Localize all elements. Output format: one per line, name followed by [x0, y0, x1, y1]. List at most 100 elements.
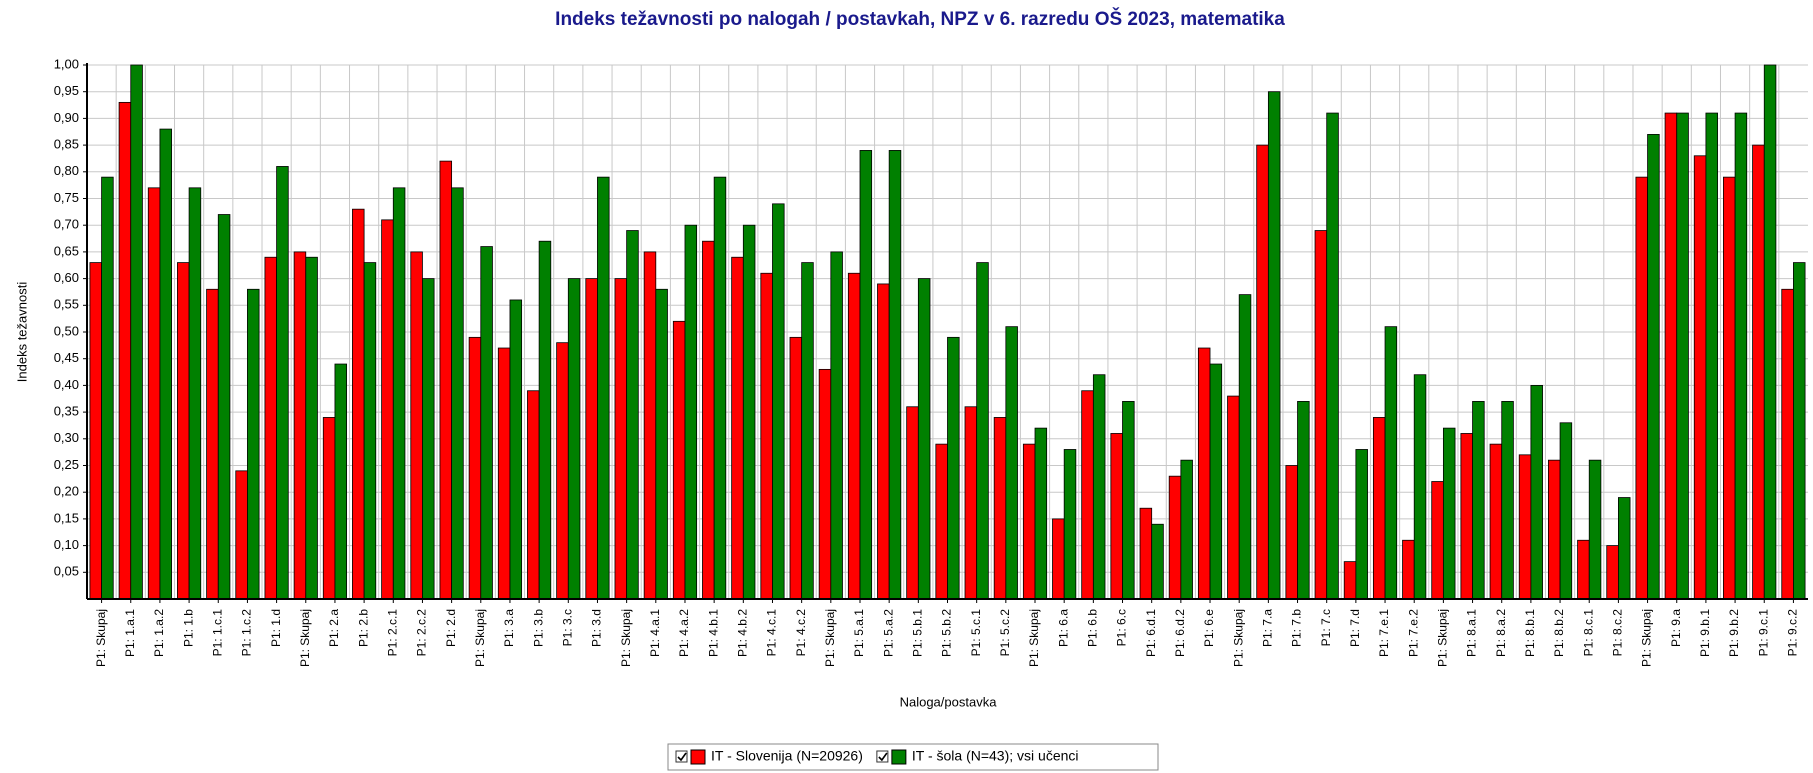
x-tick-label: P1: 7.e.1: [1377, 609, 1391, 657]
bar: [859, 150, 873, 600]
bar: [305, 256, 318, 600]
x-tick-label: P1: 6.e: [1202, 609, 1216, 647]
x-tick-label: P1: 3.a: [502, 609, 516, 647]
bar: [1197, 347, 1211, 600]
y-tick-label: 0,25: [54, 457, 79, 472]
bar: [877, 283, 890, 600]
bar: [276, 166, 289, 600]
bar: [1489, 443, 1503, 600]
bar: [1734, 112, 1748, 600]
bar: [1384, 326, 1398, 600]
bar: [352, 208, 365, 600]
x-tick-label: P1: 6.d.1: [1144, 609, 1158, 657]
bar: [1664, 112, 1678, 600]
bar: [322, 417, 336, 600]
y-tick-label: 0,90: [54, 110, 79, 125]
x-tick-label: P1: 5.a.1: [852, 609, 866, 657]
x-tick-label: P1: 6.b: [1086, 609, 1100, 647]
x-tick-label: P1: 7.c: [1319, 609, 1333, 646]
x-tick-label: P1: Skupaj: [1231, 609, 1245, 667]
bar: [684, 224, 698, 600]
bar: [1431, 481, 1444, 600]
bar: [247, 288, 260, 600]
bar: [1763, 64, 1777, 600]
chart-title: Indeks težavnosti po nalogah / postavkah…: [555, 8, 1285, 30]
x-axis-label: Naloga/postavka: [900, 694, 998, 709]
y-tick-label: 0,75: [54, 190, 79, 205]
y-tick-label: 0,20: [54, 484, 79, 499]
legend-checkbox: [876, 750, 889, 763]
y-tick-label: 0,45: [54, 350, 79, 365]
bar: [1314, 230, 1328, 600]
bar: [1676, 112, 1689, 600]
y-tick-label: 0,35: [54, 404, 79, 419]
bar: [1413, 374, 1427, 600]
bar: [1151, 523, 1164, 600]
bar: [1693, 155, 1707, 600]
x-tick-label: P1: 3.b: [531, 609, 545, 647]
bar: [480, 246, 493, 600]
bar: [451, 187, 464, 600]
bar: [976, 262, 989, 600]
y-tick-label: 0,50: [54, 323, 79, 338]
y-tick-label: 0,10: [54, 537, 79, 552]
bar: [585, 278, 598, 600]
x-tick-label: P1: 8.c.2: [1611, 609, 1625, 657]
x-tick-label: P1: 5.b.2: [940, 609, 954, 657]
legend-box: [667, 743, 1159, 771]
bar: [1705, 112, 1718, 600]
legend-label: IT - Slovenija (N=20926): [711, 748, 863, 764]
y-tick-label: 0,60: [54, 270, 79, 285]
x-tick-label: P1: 3.d: [590, 609, 604, 647]
bar: [1256, 144, 1269, 600]
y-tick-label: 0,05: [54, 564, 79, 579]
x-tick-label: P1: 7.d: [1348, 609, 1362, 647]
y-tick-label: 0,70: [54, 217, 79, 232]
bar: [206, 288, 219, 600]
bar: [906, 406, 919, 600]
bar: [177, 262, 190, 600]
x-tick-label: P1: Skupaj: [1436, 609, 1450, 667]
bar: [363, 262, 377, 600]
bar: [101, 176, 114, 600]
x-tick-label: P1: Skupaj: [298, 609, 312, 667]
bar: [1267, 91, 1281, 600]
bar: [1238, 294, 1252, 600]
bar: [567, 278, 581, 600]
x-tick-label: P1: 1.a.1: [123, 609, 137, 657]
bar: [1297, 401, 1310, 600]
bar: [1530, 384, 1543, 600]
bar: [1326, 112, 1339, 600]
x-tick-label: P1: 9.b.2: [1727, 609, 1741, 657]
y-tick-label: 0,85: [54, 137, 79, 152]
bar: [509, 299, 523, 600]
bar: [235, 470, 248, 600]
bar: [556, 342, 569, 600]
x-tick-label: P1: 9.a: [1669, 609, 1683, 647]
bar: [626, 230, 639, 600]
x-tick-label: P1: 5.a.2: [881, 609, 895, 657]
x-tick-label: P1: 2.c.2: [415, 609, 429, 657]
x-tick-label: P1: Skupaj: [473, 609, 487, 667]
x-tick-label: P1: 7.b: [1290, 609, 1304, 647]
x-tick-label: P1: 2.c.1: [385, 609, 399, 657]
bar: [1617, 497, 1631, 600]
bar: [1022, 443, 1036, 600]
bar: [1442, 427, 1456, 600]
bar: [1343, 561, 1357, 600]
bar: [702, 240, 715, 600]
bar: [1092, 374, 1106, 600]
bar: [655, 288, 668, 600]
bar: [293, 251, 307, 600]
x-tick-label: P1: 2.b: [356, 609, 370, 647]
x-tick-label: P1: 4.c.2: [794, 609, 808, 657]
bar: [1372, 417, 1386, 600]
bar: [1402, 539, 1415, 600]
x-tick-label: P1: 9.c.1: [1756, 609, 1770, 657]
bar: [935, 443, 948, 600]
x-tick-label: P1: 6.d.2: [1173, 609, 1187, 657]
bar: [1635, 176, 1648, 600]
bar: [334, 363, 348, 600]
bar: [964, 406, 978, 600]
